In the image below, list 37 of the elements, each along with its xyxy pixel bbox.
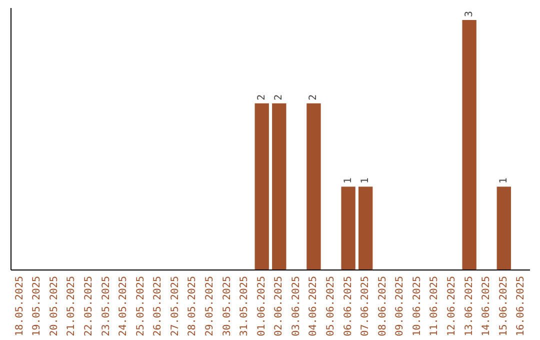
x-tick-label: 26.05.2025 [152, 276, 164, 336]
x-tick-label: 14.06.2025 [481, 276, 492, 336]
x-tick-label: 05.06.2025 [326, 276, 337, 336]
data-label: 2 [256, 94, 268, 100]
data-label: 2 [274, 94, 285, 100]
x-tick-label: 18.05.2025 [14, 276, 26, 336]
x-tick-label: 03.06.2025 [290, 276, 302, 336]
x-tick-label: 01.06.2025 [256, 276, 268, 336]
data-label: 1 [498, 178, 510, 184]
data-label: 1 [342, 178, 354, 184]
data-label: 1 [360, 178, 372, 184]
x-tick-label: 22.05.2025 [83, 276, 94, 336]
data-label: 3 [464, 10, 475, 17]
x-tick-label: 02.06.2025 [274, 276, 285, 336]
x-tick-label: 21.05.2025 [66, 276, 78, 336]
x-tick-label: 04.06.2025 [308, 276, 320, 336]
x-tick-label: 13.06.2025 [464, 276, 475, 336]
x-tick-label: 30.05.2025 [222, 276, 233, 336]
x-tick-label: 27.05.2025 [170, 276, 181, 336]
x-tick-label: 31.05.2025 [239, 276, 250, 336]
data-label: 2 [308, 94, 320, 100]
x-tick-label: 16.06.2025 [516, 276, 527, 336]
x-tick-label: 25.05.2025 [135, 276, 146, 336]
x-tick-label: 08.06.2025 [377, 276, 388, 336]
x-tick-label: 19.05.2025 [32, 276, 43, 336]
x-tick-label: 10.06.2025 [412, 276, 423, 336]
x-tick-label: 06.06.2025 [342, 276, 354, 336]
x-tick-label: 29.05.2025 [204, 276, 216, 336]
x-tick-label: 11.06.2025 [429, 276, 440, 336]
x-tick-label: 20.05.2025 [48, 276, 60, 336]
x-tick-label: 09.06.2025 [394, 276, 406, 336]
x-tick-label: 12.06.2025 [446, 276, 458, 336]
x-tick-label: 24.05.2025 [118, 276, 130, 336]
x-tick-label: 07.06.2025 [360, 276, 372, 336]
x-tick-label: 15.06.2025 [498, 276, 510, 336]
x-tick-label: 28.05.2025 [187, 276, 198, 336]
x-tick-label: 23.05.2025 [100, 276, 112, 336]
